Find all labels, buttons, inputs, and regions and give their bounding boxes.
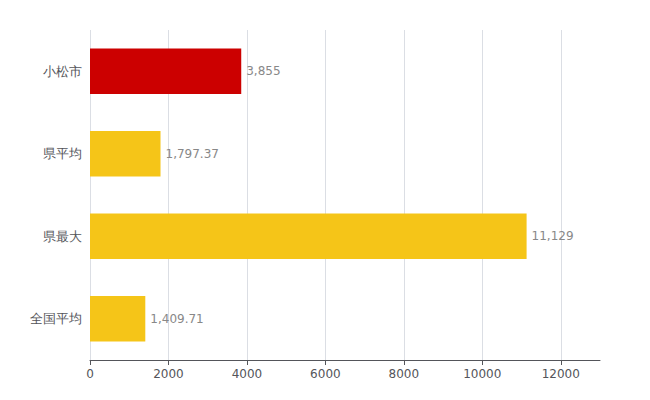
svg-text:0: 0 xyxy=(86,367,94,381)
svg-text:2000: 2000 xyxy=(153,367,184,381)
svg-text:8000: 8000 xyxy=(389,367,420,381)
svg-text:1,797.37: 1,797.37 xyxy=(166,147,219,161)
svg-text:10000: 10000 xyxy=(463,367,501,381)
svg-text:全国平均: 全国平均 xyxy=(30,311,82,326)
svg-text:6000: 6000 xyxy=(310,367,341,381)
svg-text:小松市: 小松市 xyxy=(43,64,82,79)
svg-text:12000: 12000 xyxy=(542,367,580,381)
svg-text:3,855: 3,855 xyxy=(246,64,280,78)
svg-text:1,409.71: 1,409.71 xyxy=(150,312,203,326)
svg-text:県平均: 県平均 xyxy=(43,146,82,161)
svg-text:4000: 4000 xyxy=(232,367,263,381)
svg-text:11,129: 11,129 xyxy=(532,229,574,243)
svg-text:県最大: 県最大 xyxy=(43,229,82,244)
